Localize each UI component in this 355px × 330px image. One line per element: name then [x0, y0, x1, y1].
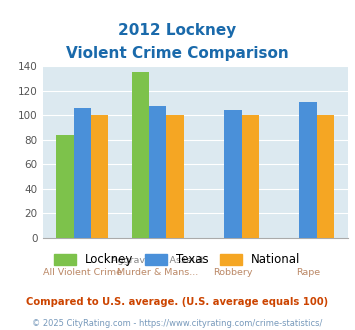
Bar: [224, 110, 241, 238]
Text: Compared to U.S. average. (U.S. average equals 100): Compared to U.S. average. (U.S. average …: [26, 297, 329, 307]
Text: 2012 Lockney: 2012 Lockney: [118, 23, 237, 38]
Bar: [149, 107, 166, 238]
Legend: Lockney, Texas, National: Lockney, Texas, National: [54, 253, 301, 266]
Bar: [91, 115, 108, 238]
Bar: [74, 108, 91, 238]
Text: Robbery: Robbery: [213, 268, 253, 277]
Text: Aggravated Assault: Aggravated Assault: [111, 256, 204, 265]
Text: © 2025 CityRating.com - https://www.cityrating.com/crime-statistics/: © 2025 CityRating.com - https://www.city…: [32, 319, 323, 328]
Text: Violent Crime Comparison: Violent Crime Comparison: [66, 46, 289, 61]
Bar: [241, 115, 259, 238]
Text: Murder & Mans...: Murder & Mans...: [117, 268, 198, 277]
Text: All Violent Crime: All Violent Crime: [43, 268, 122, 277]
Bar: [299, 102, 317, 238]
Bar: [132, 72, 149, 238]
Bar: [317, 115, 334, 238]
Text: Rape: Rape: [296, 268, 320, 277]
Bar: [166, 115, 184, 238]
Bar: [56, 135, 74, 238]
